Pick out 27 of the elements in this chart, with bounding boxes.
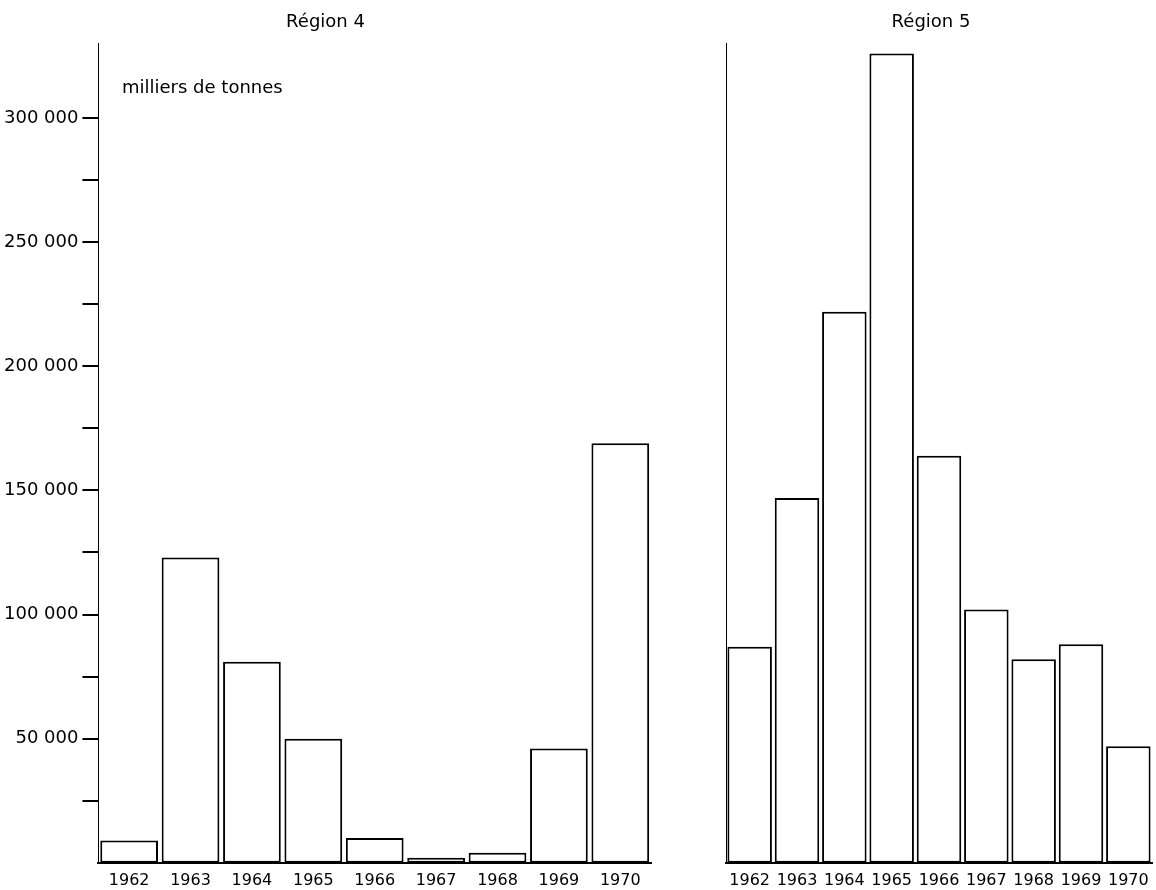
x-tick-label: 1963 [776,869,818,889]
x-tick-label: 1969 [1060,869,1102,889]
x-tick-label: 1965 [292,869,334,889]
x-tick-label: 1964 [823,869,865,889]
y-tick-label: 300 000 [4,105,79,127]
chart-title: Région 5 [891,10,971,32]
y-axis-title: milliers de tonnes [122,76,283,97]
x-tick-label: 1965 [871,869,913,889]
x-tick-label: 1966 [354,869,396,889]
x-tick-label: 1962 [108,869,150,889]
x-tick-label: 1962 [729,869,771,889]
x-tick-label: 1967 [415,869,457,889]
x-tick-label: 1967 [965,869,1007,889]
x-tick-label: 1968 [477,869,518,889]
x-tick-label: 1969 [538,869,580,889]
x-tick-label: 1970 [599,869,641,889]
y-tick-label: 250 000 [4,229,79,251]
y-tick-label: 200 000 [4,353,79,375]
x-tick-label: 1964 [231,869,273,889]
y-tick-label: 50 000 [15,726,79,748]
chart-title: Région 4 [286,10,365,32]
x-tick-label: 1968 [1013,869,1055,889]
y-tick-label: 150 000 [4,478,79,500]
y-tick-label: 100 000 [4,602,79,624]
x-tick-label: 1966 [918,869,960,889]
x-tick-label: 1963 [170,869,211,889]
x-tick-label: 1970 [1107,869,1149,889]
